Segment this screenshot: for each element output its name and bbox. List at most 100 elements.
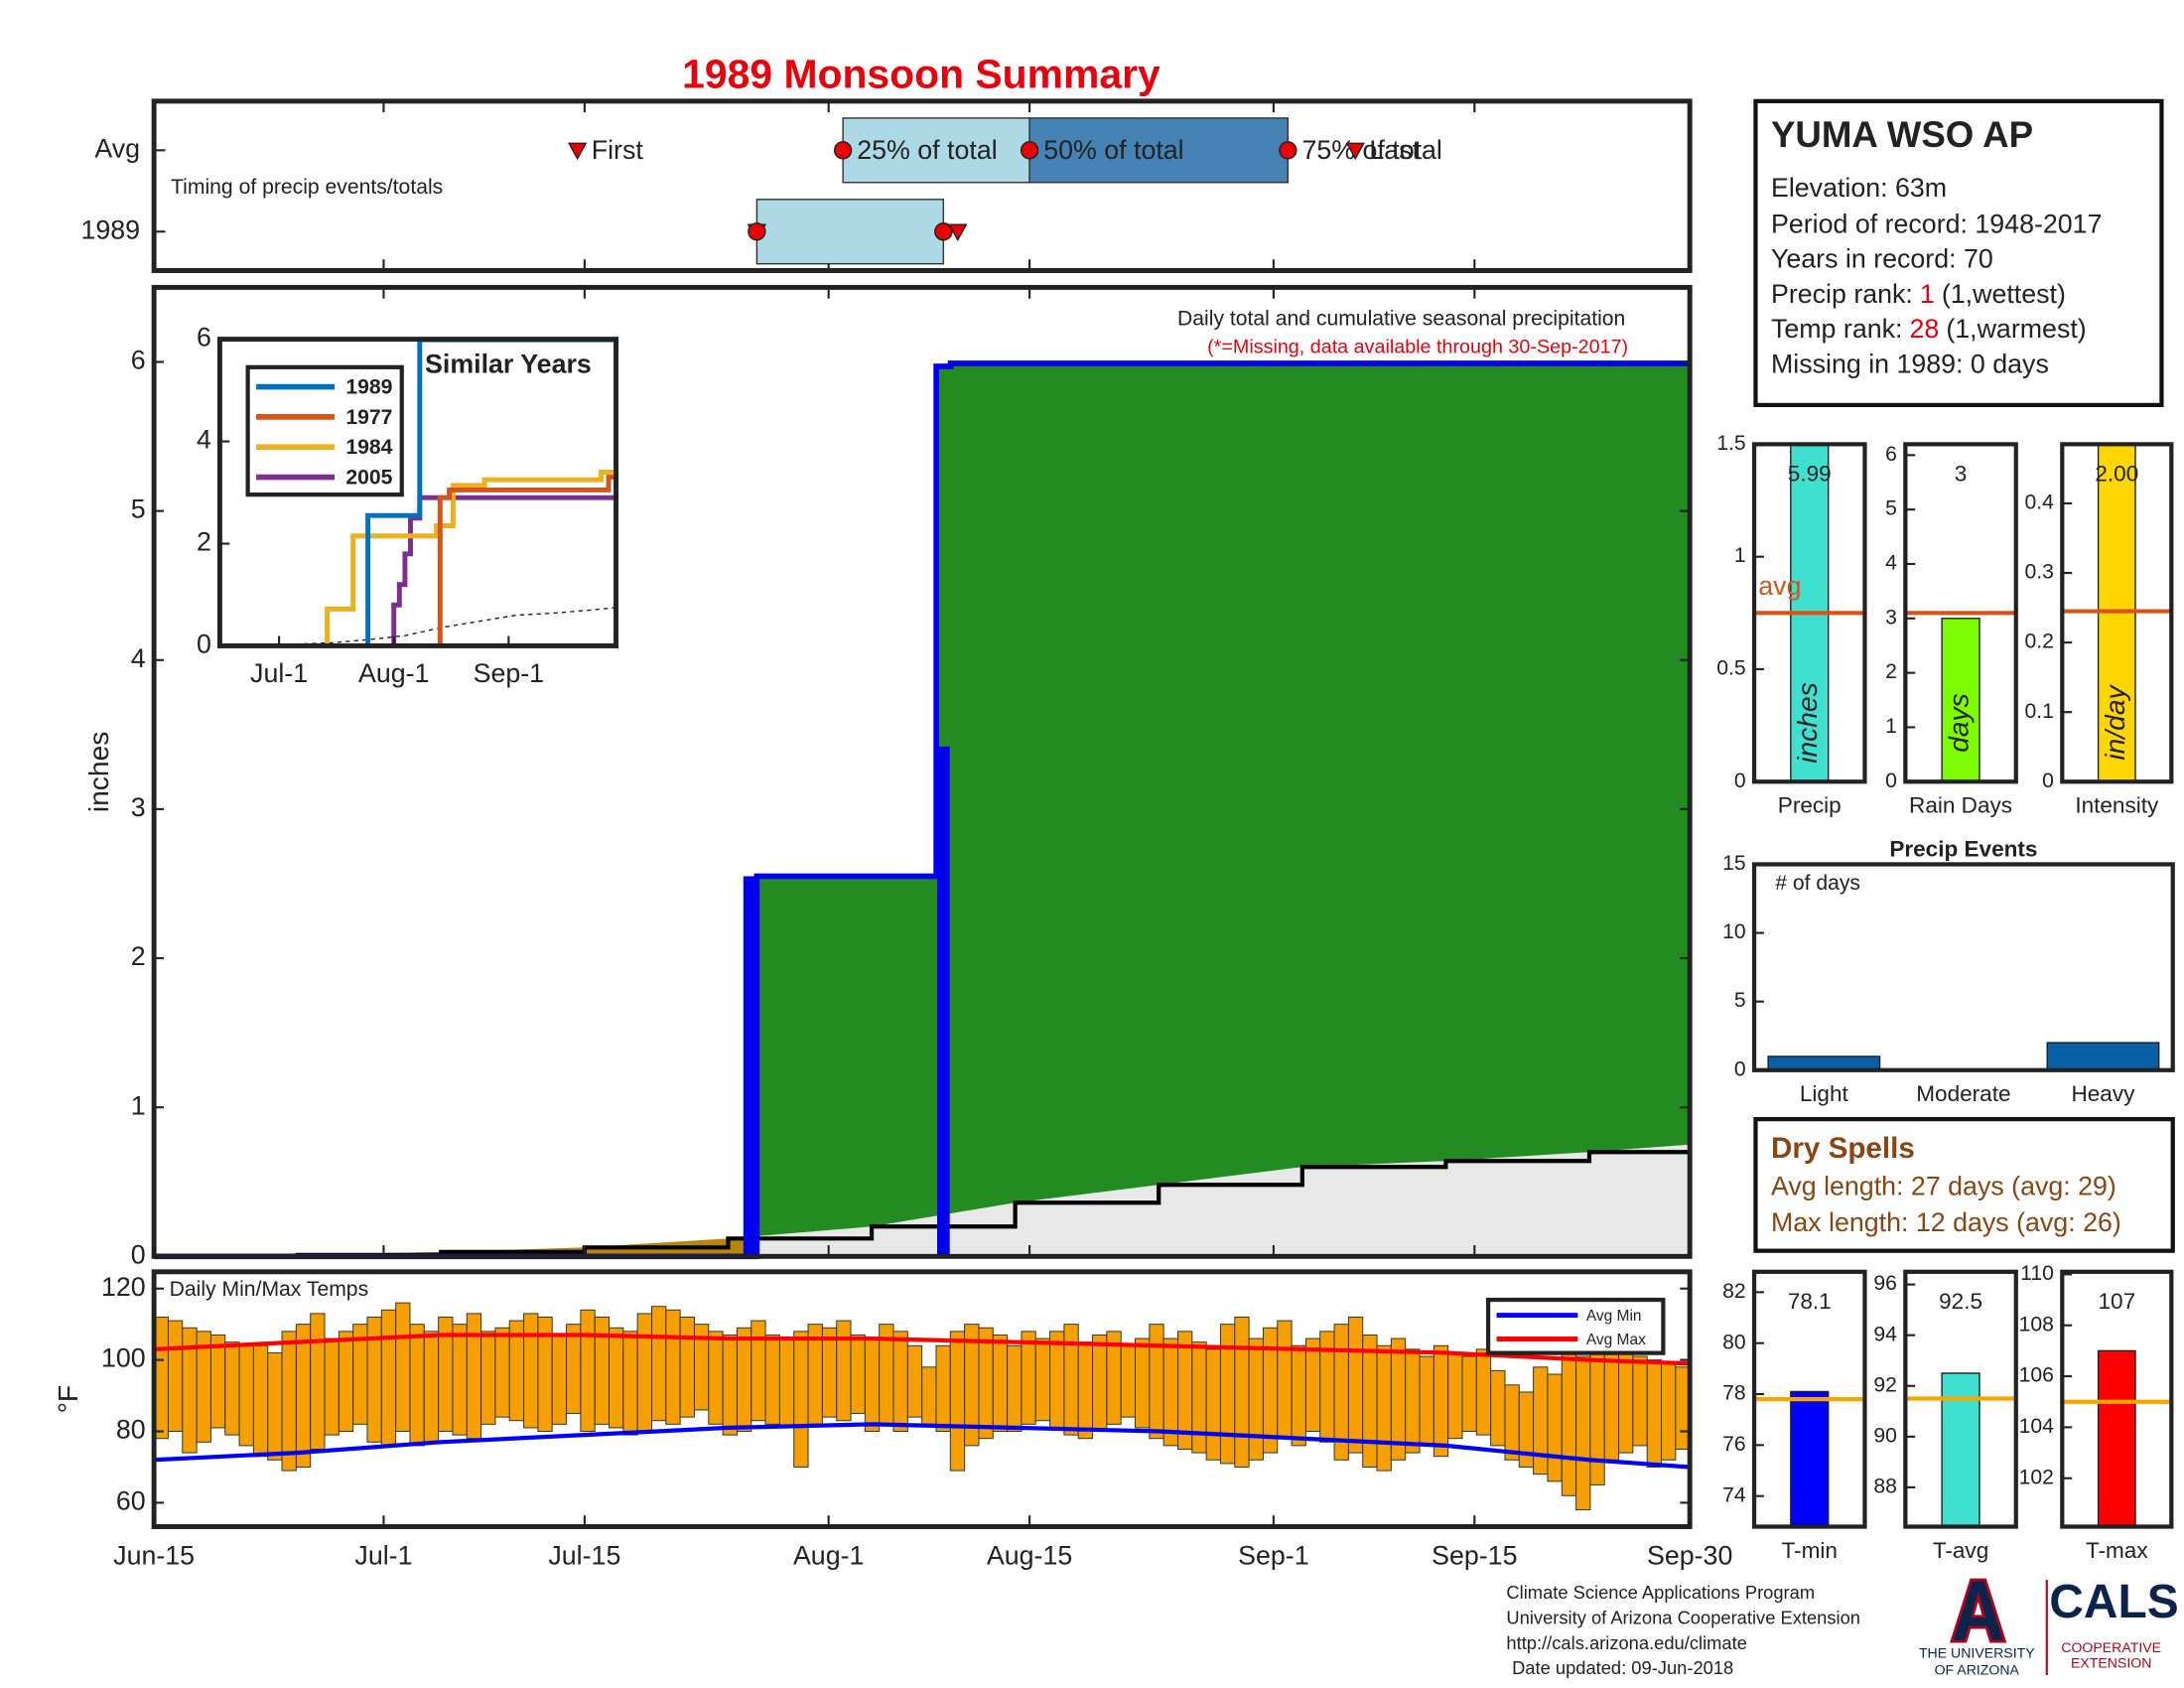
temp-bar — [949, 1331, 966, 1472]
y-tick-label: 1 — [1734, 544, 1746, 567]
x-tick-label: Sep-1 — [474, 658, 544, 688]
logo-extension: EXTENSION — [2071, 1654, 2151, 1670]
temp-bar — [494, 1327, 510, 1418]
footer-line: Climate Science Applications Program — [1506, 1582, 1815, 1603]
temp-bar — [1405, 1348, 1421, 1454]
marker-label: Last — [1369, 135, 1420, 165]
temp-bar — [992, 1334, 1009, 1433]
bar — [1790, 1390, 1830, 1527]
temp-bar — [1135, 1337, 1151, 1429]
temp-bar — [1504, 1384, 1520, 1461]
temp-rank-value: 28 — [1909, 314, 1939, 344]
temp-bar — [679, 1316, 695, 1418]
category-label: Precip — [1778, 793, 1842, 818]
station-years: Years in record: 70 — [1771, 244, 1993, 274]
y-tick-label: 120 — [101, 1272, 146, 1302]
daily-bar — [743, 876, 756, 1257]
temp-bar — [566, 1324, 582, 1415]
temp-bar — [523, 1313, 539, 1429]
temp-bar — [1632, 1355, 1648, 1447]
station-missing: Missing in 1989: 0 days — [1771, 349, 2049, 378]
temp-bar — [1191, 1341, 1207, 1454]
panel-annotation: Timing of precip events/totals — [171, 176, 443, 199]
panel-title: Precip Events — [1889, 836, 2037, 861]
temp-bar — [224, 1341, 240, 1436]
temp-bar — [480, 1331, 496, 1425]
category-label: Rain Days — [1909, 793, 2012, 818]
y-tick-label: 3 — [1885, 606, 1897, 629]
bar — [2097, 1349, 2136, 1527]
temp-bar — [850, 1334, 866, 1415]
temp-bar — [708, 1331, 724, 1425]
temp-bar — [167, 1320, 184, 1433]
quartile-box — [842, 117, 1030, 184]
legend-box — [1485, 1297, 1666, 1355]
temp-bar — [892, 1331, 908, 1433]
temp-bar — [650, 1306, 667, 1422]
value-label: 78.1 — [1788, 1289, 1832, 1314]
marker-label: 25% of total — [857, 135, 997, 165]
average-area — [154, 1144, 1691, 1257]
y-axis-label: inches — [82, 732, 114, 812]
temp-bar — [1092, 1334, 1108, 1433]
x-tick-label: Sep-1 — [1238, 1541, 1308, 1571]
y-tick-label: 0 — [197, 630, 211, 659]
temp-bar — [1362, 1334, 1378, 1468]
y-tick-label: 90 — [1873, 1424, 1897, 1447]
temp-bar — [793, 1331, 809, 1468]
temp-bar — [1661, 1362, 1677, 1461]
panel-title: Daily Min/Max Temps — [170, 1278, 368, 1301]
legend-label: 2005 — [345, 467, 392, 490]
avg-line — [154, 1333, 1691, 1366]
event-marker — [568, 142, 588, 161]
temp-bar — [1376, 1344, 1392, 1472]
series-line — [219, 469, 616, 646]
frame — [151, 1269, 1693, 1529]
event-marker — [1345, 142, 1365, 161]
temp-bar — [1049, 1331, 1065, 1429]
x-tick-label: Aug-15 — [987, 1541, 1072, 1571]
temp-bar — [751, 1320, 766, 1422]
frame — [1751, 442, 1867, 784]
logo-cals: CALS — [2049, 1576, 2179, 1628]
total-marker — [934, 222, 953, 241]
temp-bar — [423, 1331, 440, 1443]
y-tick-label: 108 — [2019, 1313, 2054, 1336]
temp-bar — [281, 1331, 297, 1472]
temp-bar — [452, 1324, 468, 1436]
y-tick-label: 60 — [116, 1485, 146, 1515]
y-tick-label: 104 — [2019, 1415, 2055, 1438]
y-tick-label: 4 — [197, 425, 211, 455]
value-label: 107 — [2098, 1289, 2135, 1314]
cumulative-line — [154, 360, 1691, 1260]
legend-label: Avg Max — [1586, 1332, 1646, 1348]
temp-bar — [665, 1309, 681, 1425]
x-tick-label: Light — [1800, 1081, 1849, 1106]
temp-bar — [1433, 1344, 1449, 1458]
y-tick-label: 94 — [1873, 1323, 1897, 1345]
frame — [1751, 1269, 1867, 1529]
y-tick-label: 0 — [1734, 770, 1746, 792]
temp-bar — [380, 1309, 397, 1447]
y-tick-label: 80 — [1722, 1331, 1746, 1353]
y-tick-label: 15 — [1722, 852, 1746, 875]
y-tick-label: 0 — [1885, 770, 1897, 792]
temp-bar — [1063, 1324, 1079, 1436]
average-line — [154, 1144, 1693, 1259]
dry-spells-box: Dry Spells Avg length: 27 days (avg: 29)… — [1753, 1117, 2175, 1253]
frame — [1751, 862, 2175, 1072]
temp-bar — [1120, 1344, 1137, 1418]
y-tick-label: 2 — [197, 527, 211, 557]
panel-title: Daily total and cumulative seasonal prec… — [1177, 307, 1625, 330]
temp-bar — [1034, 1337, 1051, 1422]
bar-clip — [1754, 444, 1865, 782]
temp-bar — [609, 1327, 624, 1429]
page-title: 1989 Monsoon Summary — [682, 52, 1160, 97]
y-tick-label: 4 — [131, 643, 146, 673]
footer-line: http://cals.arizona.edu/climate — [1506, 1632, 1746, 1653]
temp-bar — [1248, 1337, 1264, 1461]
value-label: 3 — [1955, 461, 1968, 486]
y-tick-label: 102 — [2019, 1466, 2054, 1488]
y-tick-label: 1 — [131, 1090, 146, 1120]
